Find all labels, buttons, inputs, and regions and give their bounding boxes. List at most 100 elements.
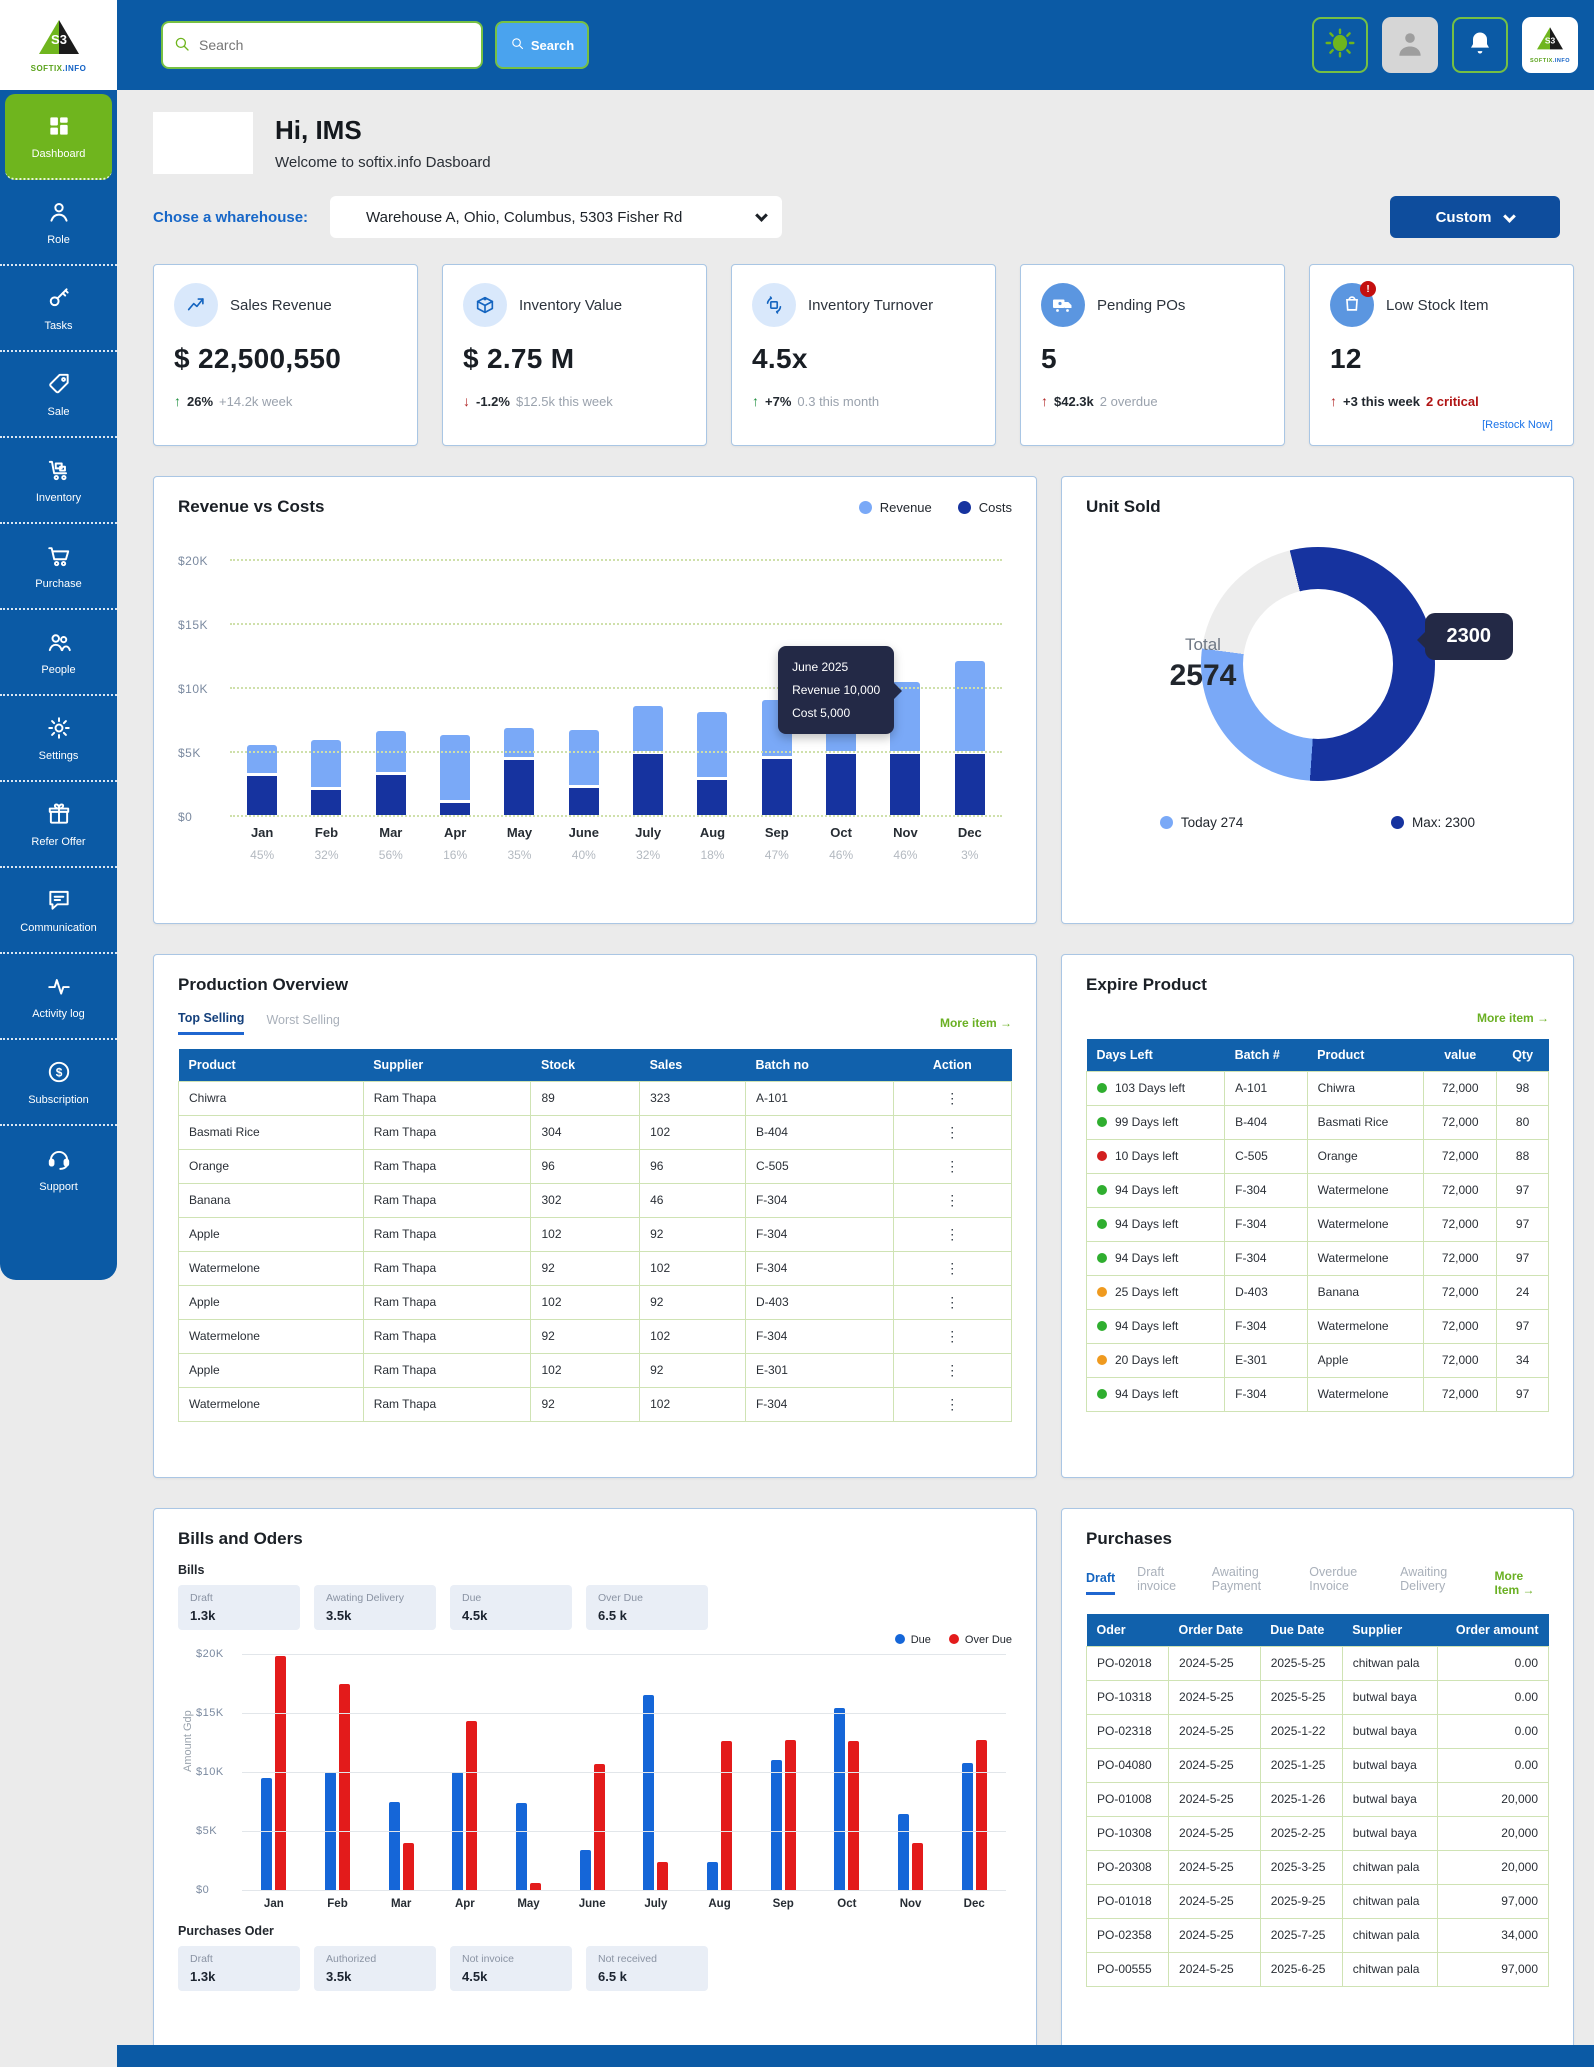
tab-top-selling[interactable]: Top Selling (178, 1011, 245, 1035)
overdue-legend-dot (948, 1634, 959, 1644)
sidebar-item[interactable]: Dashboard (5, 94, 112, 180)
custom-range-button[interactable]: Custom (1390, 196, 1560, 238)
kpi-sales-revenue: Sales Revenue $ 22,500,550 ↑ 26% +14.2k we… (153, 264, 418, 446)
more-item-link[interactable]: More Item → (1494, 1568, 1535, 1597)
page-title: Hi, IMS (275, 115, 362, 145)
row-actions-button[interactable]: ⋮ (892, 1284, 1013, 1320)
sidebar-item[interactable]: $ Subscription (0, 1040, 117, 1126)
warehouse-row: Chose a wharehouse: Warehouse A, Ohio, C… (153, 196, 1574, 238)
status-dot (1097, 1185, 1107, 1195)
month-axis: Jan 45% Feb 32% Mar 56% Apr 16% May 35% June 40% Jul… (250, 825, 982, 862)
row-actions-button[interactable]: ⋮ (892, 1182, 1013, 1218)
logo-text: SOFTIX.INFO (1529, 58, 1571, 64)
chart-legend: Revenue Costs (858, 500, 1012, 515)
row-actions-button[interactable]: ⋮ (892, 1318, 1013, 1354)
donut-legend: Today 274 Max: 2300 (1086, 815, 1549, 830)
tab-draft-invoice[interactable]: Draft invoice (1137, 1565, 1177, 1593)
status-dot (1097, 1287, 1107, 1297)
bills-orders-panel: Bills and Oders Bills Draft 1.3k Awating… (153, 1508, 1037, 2060)
chevron-down-icon (755, 208, 768, 222)
brand-tile[interactable]: S3 SOFTIX.INFO (1522, 17, 1578, 73)
revenue-costs-panel: Revenue vs Costs Revenue Costs June 2025… (153, 476, 1037, 924)
sidebar-item[interactable]: Inventory (0, 438, 117, 524)
table-row: 20 Days left E-301 Apple 72,000 34 (1085, 1342, 1549, 1378)
production-table: Product Supplier Stock Sales Batch no Actio… (178, 1049, 1013, 1422)
row-actions-button[interactable]: ⋮ (892, 1080, 1013, 1116)
table-row: 25 Days left D-403 Banana 72,000 24 (1085, 1274, 1549, 1310)
sidebar-item[interactable]: Sale (0, 352, 117, 438)
panel-title: Expire Product (1086, 975, 1207, 994)
max-legend-dot (1391, 816, 1405, 829)
settings-icon (46, 715, 72, 741)
bills-legend: Due Over Due (178, 1634, 1012, 1646)
sidebar: Dashboard Role Tasks Sale Inventory (0, 90, 117, 1280)
row-actions-button[interactable]: ⋮ (892, 1148, 1013, 1184)
sidebar-item[interactable]: Refer Offer (0, 782, 117, 868)
stat-chip: Due 4.5k (450, 1585, 572, 1630)
avatar-placeholder (153, 112, 253, 174)
sidebar-item[interactable]: Purchase (0, 524, 117, 610)
tab-worst-selling[interactable]: Worst Selling (266, 1012, 340, 1027)
table-row: PO-01008 2024-5-25 2025-1-26 butwal baya 2… (1085, 1781, 1550, 1817)
stat-chip: Not invoice 4.5k (450, 1946, 572, 1991)
app-logo[interactable]: S3 SOFTIX.INFO (0, 0, 117, 90)
kpi-value: 4.5x (752, 343, 808, 374)
sidebar-item[interactable]: Activity log (0, 954, 117, 1040)
notifications-button[interactable] (1452, 17, 1508, 73)
sidebar-item[interactable]: Settings (0, 696, 117, 782)
panel-title: Unit Sold (1086, 497, 1161, 516)
row-actions-button[interactable]: ⋮ (892, 1352, 1013, 1388)
table-row: 103 Days left A-101 Chiwra 72,000 98 (1085, 1070, 1549, 1106)
svg-text:$: $ (55, 1065, 62, 1079)
tab-awaiting-delivery[interactable]: Awaiting Delivery (1400, 1565, 1448, 1593)
stat-chip: Draft 1.3k (178, 1946, 300, 1991)
sidebar-item[interactable]: Tasks (0, 266, 117, 352)
inventory-icon (46, 457, 72, 483)
line-chart-icon (174, 283, 218, 327)
tab-overdue-invoice[interactable]: Overdue Invoice (1309, 1565, 1358, 1593)
sidebar-item[interactable]: Role (0, 180, 117, 266)
greeting-header: Hi, IMS Welcome to softix.info Dasboard (153, 112, 1574, 174)
tasks-icon (46, 285, 72, 311)
tab-awaiting-payment[interactable]: Awaiting Payment (1211, 1565, 1262, 1593)
restock-now-link[interactable]: [Restock Now] (1482, 419, 1553, 431)
turnover-icon (752, 283, 796, 327)
row-actions-button[interactable]: ⋮ (892, 1114, 1013, 1150)
user-avatar[interactable] (1382, 17, 1438, 73)
expire-product-panel: Expire Product More item → Days Left Batc… (1061, 954, 1574, 1478)
sun-icon (1324, 27, 1356, 64)
sidebar-item[interactable]: Communication (0, 868, 117, 954)
stat-chip: Awating Delivery 3.5k (314, 1585, 436, 1630)
purchases-tabs: Draft Draft invoice Awaiting Payment Ove… (1086, 1565, 1549, 1600)
search-icon (510, 36, 525, 54)
sidebar-item[interactable]: People (0, 610, 117, 696)
alert-icon: ! (1360, 281, 1376, 297)
row-actions-button[interactable]: ⋮ (892, 1250, 1013, 1286)
search-button[interactable]: Search (495, 21, 589, 69)
kpi-inventory-turnover: Inventory Turnover 4.5x ↑ +7% 0.3 this mon… (731, 264, 996, 446)
more-item-link[interactable]: More item → (1476, 1011, 1549, 1025)
theme-toggle-button[interactable] (1312, 17, 1368, 73)
table-row: 10 Days left C-505 Orange 72,000 88 (1085, 1138, 1549, 1174)
row-actions-button[interactable]: ⋮ (892, 1216, 1013, 1252)
panel-title: Production Overview (178, 975, 349, 994)
donut-center-label: Total (1185, 635, 1221, 654)
table-row: 94 Days left F-304 Watermelone 72,000 97 (1085, 1206, 1549, 1242)
today-legend-dot (1159, 816, 1173, 829)
search-input[interactable] (161, 21, 483, 69)
table-row: Apple Ram Thapa 102 92 E-301 ⋮ (178, 1352, 1013, 1388)
purchases-panel: Purchases Draft Draft invoice Awaiting P… (1061, 1508, 1574, 2060)
user-icon (1393, 26, 1427, 65)
warehouse-select[interactable]: Warehouse A, Ohio, Columbus, 5303 Fisher… (330, 196, 783, 238)
row-actions-button[interactable]: ⋮ (892, 1386, 1013, 1422)
tab-draft[interactable]: Draft (1086, 1571, 1116, 1595)
sidebar-item[interactable]: Support (0, 1126, 117, 1212)
up-arrow-icon: ↑ (1330, 393, 1337, 409)
table-row: PO-02358 2024-5-25 2025-7-25 chitwan pala … (1085, 1917, 1550, 1953)
more-item-link[interactable]: More item → (939, 1016, 1012, 1030)
status-dot (1097, 1219, 1107, 1229)
low-stock-icon: ! (1330, 281, 1376, 327)
kpi-value: 5 (1041, 343, 1057, 374)
stat-chip: Not received 6.5 k (586, 1946, 708, 1991)
up-arrow-icon: ↑ (1041, 393, 1048, 409)
